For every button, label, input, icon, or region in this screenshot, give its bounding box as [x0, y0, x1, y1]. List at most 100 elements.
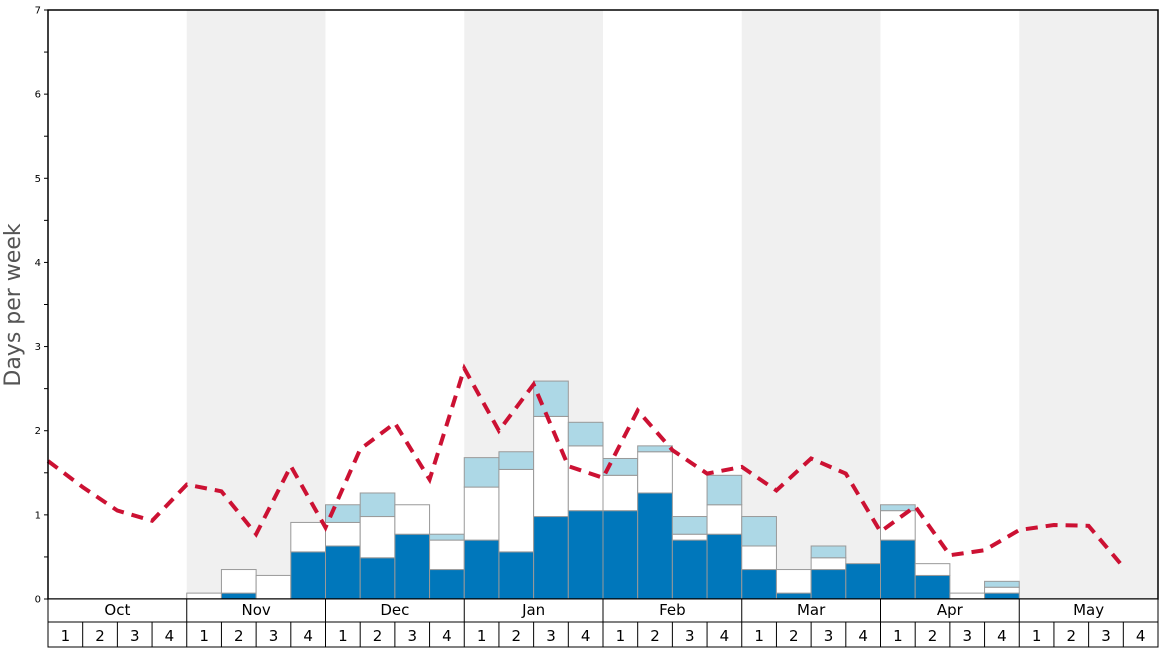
bar-week-17-middle: [602, 474, 639, 512]
week-label: 1: [754, 627, 764, 645]
bar-week-21-middle: [741, 545, 777, 571]
week-label: 3: [685, 627, 695, 645]
bar-week-20-top: [706, 474, 743, 506]
bar-week-5-middle: [186, 592, 222, 600]
month-label-apr: Apr: [937, 601, 964, 619]
y-tick-label: 7: [35, 6, 41, 17]
bar-week-20-middle: [706, 504, 743, 535]
week-label: 3: [546, 627, 556, 645]
bar-week-15-bottom: [533, 516, 569, 600]
bar-week-18-bottom: [637, 492, 673, 600]
bar-week-10-middle: [359, 516, 396, 559]
bar-week-21-bottom: [741, 569, 777, 600]
week-label: 3: [824, 627, 834, 645]
bar-week-9-middle: [325, 521, 361, 547]
bar-week-25-top: [880, 504, 916, 512]
bar-week-16-top: [567, 421, 604, 447]
y-tick-label: 1: [35, 510, 41, 521]
bar-week-23-top: [810, 545, 847, 559]
week-label: 4: [997, 627, 1007, 645]
y-tick-label: 6: [35, 90, 41, 101]
bar-week-12-middle: [429, 539, 465, 571]
bar-week-22-middle: [775, 569, 812, 594]
month-label-dec: Dec: [380, 601, 409, 619]
bar-week-10-top: [359, 492, 396, 518]
bar-week-11-bottom: [394, 533, 431, 600]
month-shading: [186, 10, 1158, 599]
week-label: 2: [789, 627, 799, 645]
average-line-series: [46, 363, 1125, 569]
week-label: 1: [616, 627, 626, 645]
week-label: 2: [95, 627, 105, 645]
bar-week-12-bottom: [429, 569, 465, 600]
bar-week-16-middle: [567, 445, 604, 512]
bar-week-27-middle: [949, 592, 986, 600]
bar-week-6-middle: [220, 569, 257, 594]
month-label-feb: Feb: [659, 601, 686, 619]
bar-week-23-bottom: [810, 569, 847, 600]
bar-week-24-bottom: [845, 563, 881, 600]
x-axis: Oct 1 2 3 4 Nov 1 2 3 4 Dec 1 2 3 4 Jan 1 2 3 4 Feb 1 2 3 4 Mar 1 2…: [47, 598, 1159, 648]
week-label: 2: [373, 627, 383, 645]
week-label: 4: [858, 627, 868, 645]
y-tick-label: 2: [35, 426, 41, 437]
bar-week-8-bottom: [290, 551, 326, 600]
week-label: 3: [407, 627, 417, 645]
week-label: 2: [234, 627, 244, 645]
bar-week-25-middle: [880, 510, 916, 541]
month-label-may: May: [1073, 601, 1104, 619]
week-label: 4: [165, 627, 175, 645]
week-label: 4: [720, 627, 730, 645]
bar-week-10-bottom: [359, 557, 396, 600]
bar-week-14-bottom: [498, 551, 535, 600]
week-label: 1: [61, 627, 71, 645]
average-line: [46, 363, 1125, 569]
bar-week-6-bottom: [220, 592, 257, 600]
week-label: 1: [1032, 627, 1042, 645]
week-label: 3: [269, 627, 279, 645]
bar-week-21-top: [741, 516, 777, 547]
week-label: 3: [962, 627, 972, 645]
y-tick-label: 4: [35, 258, 41, 269]
bar-week-28-middle: [984, 586, 1020, 594]
bar-week-9-bottom: [325, 545, 361, 600]
week-label: 2: [650, 627, 660, 645]
bar-week-16-bottom: [567, 510, 604, 600]
bar-week-11-middle: [394, 504, 431, 535]
bar-week-28-top: [984, 580, 1020, 588]
week-label: 2: [512, 627, 522, 645]
y-axis-label: Days per week: [1, 223, 26, 386]
bar-week-23-middle: [810, 557, 847, 571]
bar-week-28-bottom: [984, 592, 1020, 600]
week-label: 3: [1101, 627, 1111, 645]
week-label: 3: [130, 627, 140, 645]
month-label-mar: Mar: [797, 601, 826, 619]
month-label-oct: Oct: [104, 601, 130, 619]
bar-week-14-top: [498, 451, 535, 470]
month-label-jan: Jan: [521, 601, 545, 619]
bar-week-15-middle: [533, 415, 569, 518]
week-label: 4: [1136, 627, 1146, 645]
y-tick-label: 3: [35, 342, 41, 353]
week-label: 4: [442, 627, 452, 645]
bar-week-19-bottom: [671, 539, 708, 600]
week-label: 1: [477, 627, 487, 645]
bar-week-13-top: [463, 457, 500, 488]
bar-week-26-bottom: [914, 574, 951, 600]
week-label: 1: [338, 627, 348, 645]
bar-week-22-bottom: [775, 592, 812, 600]
bar-week-26-middle: [914, 563, 951, 576]
week-label: 1: [199, 627, 209, 645]
y-tick-label: 5: [35, 174, 41, 185]
month-label-nov: Nov: [241, 601, 270, 619]
bar-week-20-bottom: [706, 533, 743, 600]
month-shade-nov: [186, 10, 326, 599]
week-label: 1: [893, 627, 903, 645]
month-shade-may: [1019, 10, 1158, 599]
month-shade-mar: [741, 10, 881, 599]
bar-week-13-middle: [463, 486, 500, 541]
bar-week-19-top: [671, 516, 708, 535]
bar-week-19-middle: [671, 533, 708, 541]
bar-week-13-bottom: [463, 539, 500, 600]
